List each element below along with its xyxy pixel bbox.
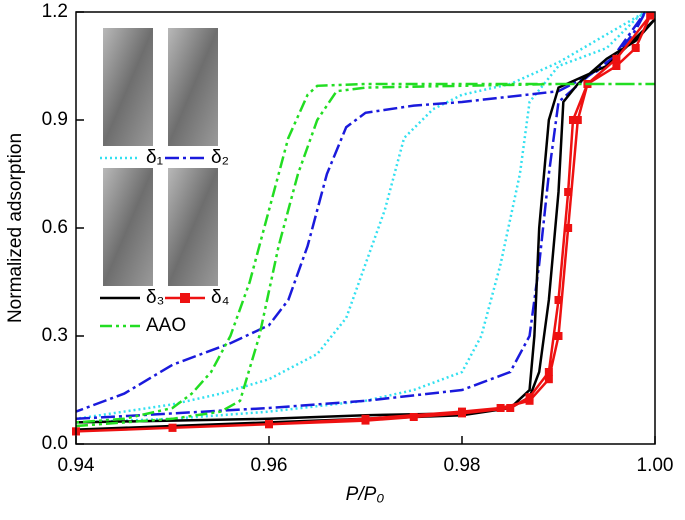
data-point bbox=[361, 414, 370, 423]
sem-image bbox=[103, 28, 153, 146]
data-point bbox=[168, 423, 177, 432]
data-point bbox=[506, 404, 515, 412]
data-point bbox=[631, 44, 640, 52]
sem-image bbox=[103, 168, 153, 286]
legend-label: δ₁ bbox=[146, 147, 163, 168]
y-tick-label: 1.2 bbox=[42, 1, 68, 22]
series-line bbox=[75, 82, 655, 428]
y-axis-label: Normalized adsorption bbox=[5, 133, 26, 323]
data-point bbox=[554, 332, 563, 340]
x-axis-label: P/P₀ bbox=[346, 484, 385, 505]
y-tick-label: 0.9 bbox=[42, 109, 68, 130]
legend-label: δ₂ bbox=[211, 147, 229, 168]
data-point bbox=[573, 116, 582, 124]
y-tick-label: 0.0 bbox=[42, 433, 68, 454]
data-point bbox=[646, 11, 655, 20]
data-point bbox=[568, 116, 577, 124]
data-point bbox=[564, 188, 573, 196]
inset-images bbox=[103, 28, 218, 286]
data-point bbox=[554, 296, 563, 304]
data-point bbox=[525, 396, 534, 405]
series-line bbox=[75, 11, 647, 421]
data-point bbox=[544, 375, 553, 384]
y-tick-label: 0.3 bbox=[42, 325, 68, 346]
series-line bbox=[75, 10, 647, 424]
x-tick-label: 1.00 bbox=[637, 455, 674, 476]
sem-image bbox=[168, 28, 218, 146]
plot-frame bbox=[75, 11, 656, 445]
x-tick-label: 0.98 bbox=[444, 455, 481, 476]
data-point bbox=[564, 224, 573, 232]
data-point bbox=[612, 62, 621, 70]
legend-label: δ₄ bbox=[211, 287, 230, 308]
data-point bbox=[265, 420, 273, 429]
data-point bbox=[409, 413, 418, 421]
y-tick-label: 0.6 bbox=[42, 217, 68, 238]
legend-label: δ₃ bbox=[146, 287, 164, 308]
data-point bbox=[612, 54, 621, 63]
legend-marker bbox=[180, 293, 190, 303]
x-tick-label: 0.94 bbox=[58, 455, 95, 476]
sem-image bbox=[168, 168, 218, 286]
legend-label: AAO bbox=[146, 315, 186, 336]
x-tick-label: 0.96 bbox=[251, 455, 288, 476]
data-point bbox=[458, 407, 466, 416]
data-point bbox=[496, 404, 505, 412]
series-line bbox=[75, 14, 652, 433]
data-point bbox=[544, 368, 553, 376]
